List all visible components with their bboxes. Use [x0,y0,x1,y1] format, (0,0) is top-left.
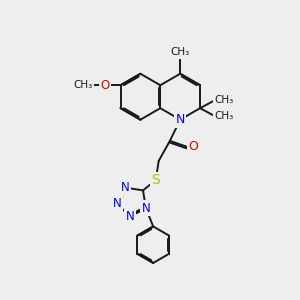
Text: S: S [152,173,160,187]
Text: CH₃: CH₃ [214,95,233,105]
Text: N: N [113,197,122,210]
Text: N: N [121,181,130,194]
Text: N: N [125,210,134,223]
Text: CH₃: CH₃ [73,80,92,90]
Text: CH₃: CH₃ [214,111,233,122]
Text: O: O [100,79,110,92]
Text: O: O [188,140,198,153]
Text: CH₃: CH₃ [171,47,190,57]
Text: N: N [176,113,185,126]
Text: N: N [142,202,150,215]
